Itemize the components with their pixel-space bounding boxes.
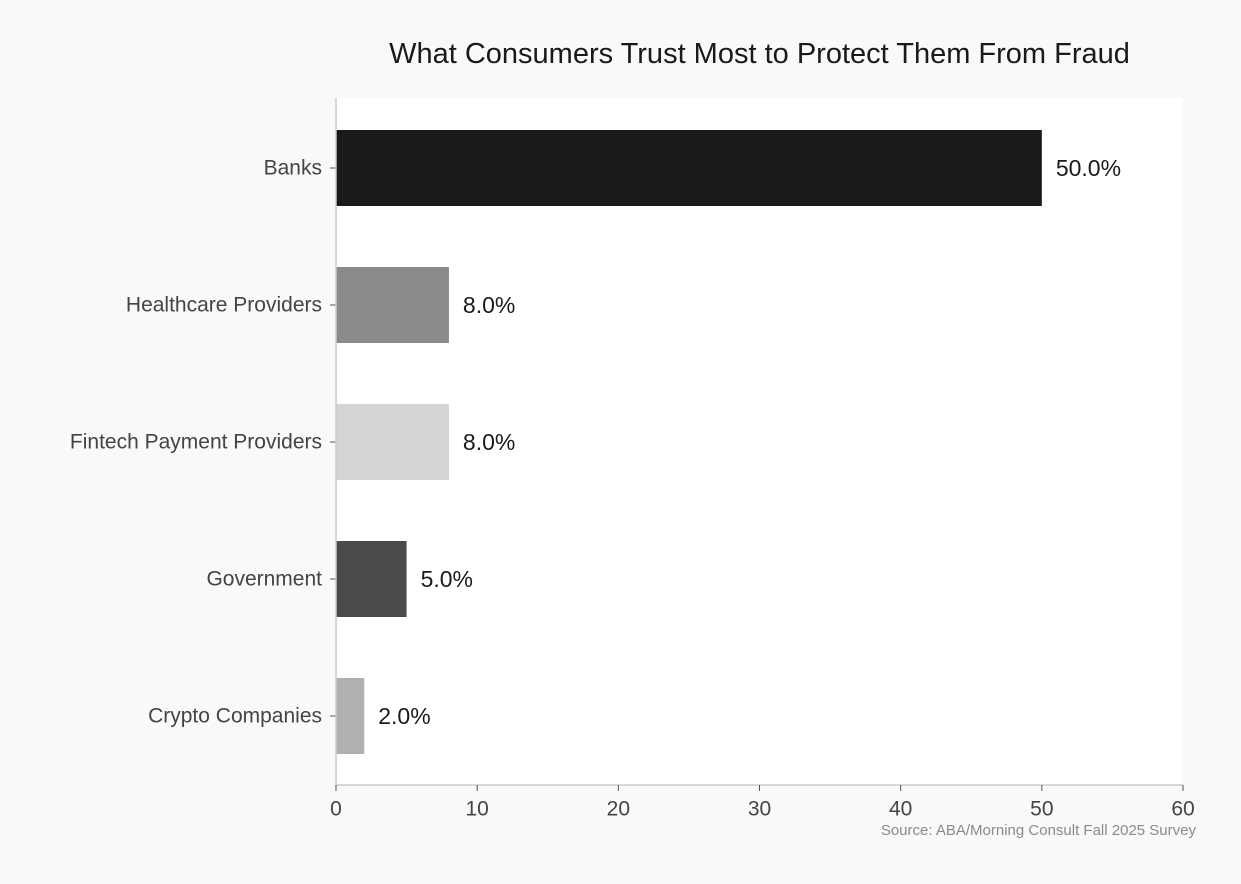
category-label-2: Fintech Payment Providers [70,431,322,454]
category-label-0: Banks [264,157,322,180]
source-note: Source: ABA/Morning Consult Fall 2025 Su… [880,822,1196,839]
x-tick-label-1: 10 [465,798,488,821]
chart-title: What Consumers Trust Most to Protect The… [389,38,1130,70]
category-label-4: Crypto Companies [148,705,322,728]
x-tick-label-3: 30 [748,798,771,821]
bar-1 [336,267,449,343]
value-label-3: 5.0% [421,566,473,592]
x-tick-label-0: 0 [330,798,342,821]
plot-area [336,98,1183,785]
value-label-1: 8.0% [463,292,515,318]
category-label-1: Healthcare Providers [126,294,322,317]
category-label-3: Government [206,568,322,591]
bar-3 [336,541,407,617]
value-label-4: 2.0% [378,703,430,729]
x-tick-label-4: 40 [889,798,912,821]
bar-0 [336,130,1042,206]
bar-2 [336,404,449,480]
value-label-0: 50.0% [1056,155,1121,181]
value-label-2: 8.0% [463,429,515,455]
x-tick-label-2: 20 [607,798,630,821]
x-tick-label-5: 50 [1030,798,1053,821]
bar-4 [336,678,365,754]
x-tick-label-6: 60 [1171,798,1194,821]
